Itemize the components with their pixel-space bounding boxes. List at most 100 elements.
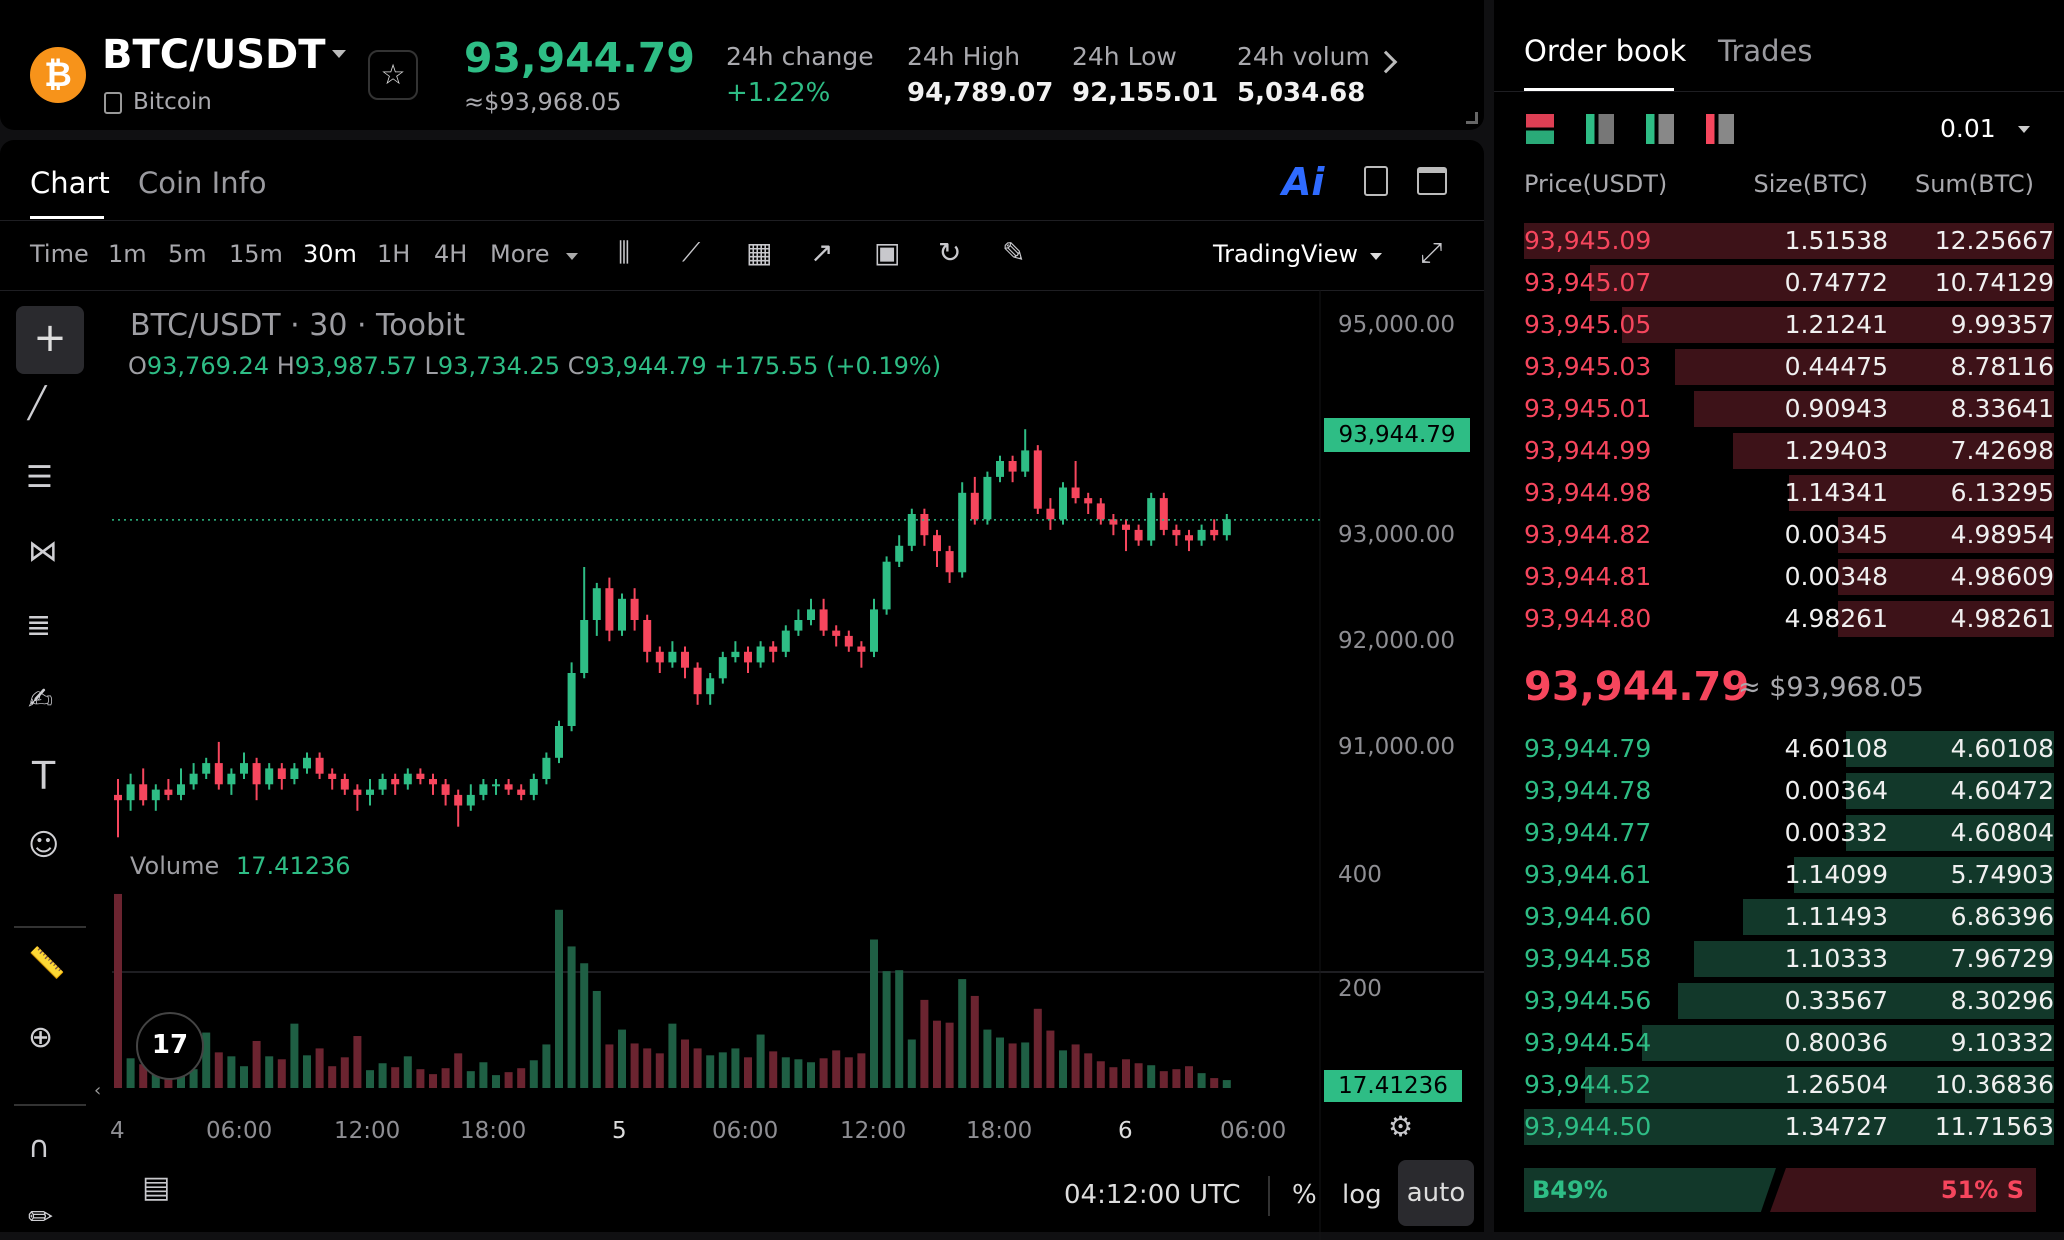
tf-time[interactable]: Time (30, 240, 89, 268)
bid-depth-bar (1845, 773, 2054, 809)
view-both-icon[interactable] (1526, 114, 1554, 144)
ask-row[interactable]: 93,944.99 1.29403 7.42698 (1524, 430, 2054, 472)
volume-bar (1096, 1061, 1105, 1088)
emoji-tool-icon[interactable]: ☺ (28, 828, 60, 863)
tf-5m[interactable]: 5m (168, 240, 207, 268)
grid-layout-icon[interactable]: ▦ (746, 236, 773, 269)
tf-1m[interactable]: 1m (108, 240, 147, 268)
auto-scale-button[interactable]: auto (1398, 1160, 1474, 1226)
candle-body (781, 630, 790, 652)
magnet-tool-icon[interactable]: ∩ (28, 1130, 50, 1165)
screenshot-icon[interactable]: ▣ (874, 236, 901, 269)
bid-price: 93,944.77 (1524, 818, 1652, 847)
tab-orderbook[interactable]: Order book (1524, 34, 1687, 68)
volume-bar (920, 999, 929, 1088)
tab-coin-info[interactable]: Coin Info (138, 166, 267, 200)
ask-sum: 4.98609 (1950, 562, 2054, 591)
chevron-right-icon[interactable] (1374, 50, 1398, 74)
precision-caret-icon[interactable] (2018, 126, 2030, 133)
indicator-icon[interactable]: ⟋ (682, 238, 701, 268)
document-icon[interactable] (1364, 166, 1388, 196)
tf-4h[interactable]: 4H (434, 240, 468, 268)
volume-bar (907, 1039, 916, 1088)
bid-price: 93,944.79 (1524, 734, 1652, 763)
candles-type-icon[interactable]: ⫼ (618, 238, 630, 268)
undo-icon[interactable]: ↻ (938, 236, 962, 269)
bid-row[interactable]: 93,944.77 0.00332 4.60804 (1524, 812, 2054, 854)
ask-row[interactable]: 93,945.03 0.44475 8.78116 (1524, 346, 2054, 388)
percent-scale-button[interactable]: % (1292, 1180, 1317, 1210)
volume-bar (1122, 1059, 1130, 1088)
ask-row[interactable]: 93,944.80 4.98261 4.98261 (1524, 598, 2054, 640)
bid-row[interactable]: 93,944.52 1.26504 10.36836 (1524, 1064, 2054, 1106)
bid-row[interactable]: 93,944.54 0.80036 9.10332 (1524, 1022, 2054, 1064)
bid-row[interactable]: 93,944.79 4.60108 4.60108 (1524, 728, 2054, 770)
bid-row[interactable]: 93,944.58 1.10333 7.96729 (1524, 938, 2054, 980)
utc-clock[interactable]: 04:12:00 UTC (1064, 1180, 1241, 1210)
view-bids-icon[interactable] (1586, 114, 1614, 144)
projection-tool-icon[interactable]: ≣ (26, 608, 52, 643)
ask-row[interactable]: 93,944.98 1.14341 6.13295 (1524, 472, 2054, 514)
pencil-lock-icon[interactable]: ✏ (28, 1200, 54, 1235)
view-list-icon[interactable] (1706, 114, 1734, 144)
precision-select[interactable]: 0.01 (1940, 114, 1996, 143)
crosshair-tool-button[interactable]: + (16, 306, 84, 374)
sidebar-collapse-icon[interactable]: ‹ (94, 1080, 102, 1101)
tab-orderbook-underline (1524, 88, 1674, 91)
ask-sum: 4.98954 (1950, 520, 2054, 549)
ruler-tool-icon[interactable]: 📏 (28, 946, 66, 981)
bid-row[interactable]: 93,944.50 1.34727 11.71563 (1524, 1106, 2054, 1148)
high-label: 24h High (907, 42, 1021, 71)
tf-30m[interactable]: 30m (303, 240, 357, 268)
ask-price: 93,945.09 (1524, 226, 1652, 255)
brush-tool-icon[interactable]: ✍ (28, 682, 54, 717)
layout-icon[interactable] (1417, 167, 1447, 195)
tab-chart[interactable]: Chart (30, 166, 110, 200)
bid-row[interactable]: 93,944.60 1.11493 6.86396 (1524, 896, 2054, 938)
log-scale-button[interactable]: log (1342, 1180, 1382, 1210)
provider-caret-icon[interactable] (1370, 253, 1382, 260)
share-icon[interactable]: ↗ (810, 236, 834, 269)
ask-row[interactable]: 93,945.09 1.51538 12.25667 (1524, 220, 2054, 262)
volume-bar (1059, 1050, 1067, 1088)
text-tool-icon[interactable]: T (32, 754, 56, 798)
bid-row[interactable]: 93,944.56 0.33567 8.30296 (1524, 980, 2054, 1022)
volume-bar (630, 1043, 639, 1088)
ask-row[interactable]: 93,945.01 0.90943 8.33641 (1524, 388, 2054, 430)
resize-corner-icon[interactable] (1466, 112, 1478, 124)
tf-more[interactable]: More (490, 240, 550, 268)
favorite-star-button[interactable]: ☆ (368, 50, 418, 100)
chart-settings-icon[interactable]: ⚙ (1388, 1110, 1414, 1143)
more-caret-icon[interactable] (566, 253, 578, 260)
ai-icon[interactable]: Ai (1282, 160, 1325, 204)
volume-bar (1109, 1067, 1118, 1088)
pair-dropdown-icon[interactable] (332, 50, 346, 58)
edit-icon[interactable]: ✎ (1002, 236, 1026, 269)
candle-body (580, 620, 589, 673)
candle-body (1084, 498, 1093, 504)
tf-1h[interactable]: 1H (377, 240, 411, 268)
go-to-date-icon[interactable]: ▤ (142, 1170, 171, 1205)
fib-levels-tool-icon[interactable]: ☰ (26, 460, 53, 495)
tf-15m[interactable]: 15m (229, 240, 283, 268)
candle-body (693, 667, 702, 695)
low-label: 24h Low (1072, 42, 1177, 71)
view-asks-icon[interactable] (1646, 114, 1674, 144)
candle-body (416, 773, 425, 779)
tab-trades[interactable]: Trades (1718, 34, 1813, 68)
ask-row[interactable]: 93,944.81 0.00348 4.98609 (1524, 556, 2054, 598)
ask-row[interactable]: 93,945.07 0.74772 10.74129 (1524, 262, 2054, 304)
candle-body (164, 789, 173, 795)
ask-row[interactable]: 93,944.82 0.00345 4.98954 (1524, 514, 2054, 556)
bid-row[interactable]: 93,944.61 1.14099 5.74903 (1524, 854, 2054, 896)
bid-row[interactable]: 93,944.78 0.00364 4.60472 (1524, 770, 2054, 812)
ask-row[interactable]: 93,945.05 1.21241 9.99357 (1524, 304, 2054, 346)
trendline-tool-icon[interactable]: ╱ (28, 386, 47, 421)
fullscreen-icon[interactable]: ⤢ (1420, 236, 1443, 269)
provider-select[interactable]: TradingView (1213, 240, 1359, 268)
tradingview-logo[interactable]: 17 (136, 1012, 204, 1080)
candlestick-chart[interactable] (0, 290, 1484, 1240)
zoom-in-icon[interactable]: ⊕ (28, 1020, 54, 1055)
pair-title[interactable]: BTC/USDT (102, 32, 326, 78)
pattern-tool-icon[interactable]: ⋈ (28, 534, 58, 569)
